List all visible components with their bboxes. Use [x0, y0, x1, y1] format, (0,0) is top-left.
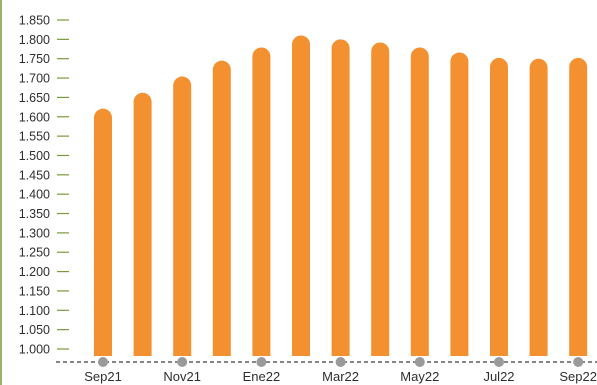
x-tick-label: Sep22 [559, 369, 597, 384]
x-tick-label: Jul22 [483, 369, 514, 384]
x-axis-marker [573, 357, 584, 367]
x-axis-marker [256, 357, 267, 367]
y-tick-label: 1.300 [19, 226, 50, 240]
x-axis-markers [98, 357, 584, 367]
x-tick-label: Sep21 [84, 369, 122, 384]
y-tick-label: 1.600 [19, 110, 50, 124]
y-tick-label: 1.550 [19, 130, 50, 144]
bar [450, 52, 469, 356]
y-tick-label: 1.650 [19, 91, 50, 105]
x-axis-marker [494, 357, 504, 367]
y-tick-label: 1.450 [19, 168, 50, 182]
bar [490, 57, 508, 356]
bar [410, 47, 429, 357]
bar [292, 35, 310, 356]
y-tick-label: 1.050 [19, 323, 50, 337]
y-tick-label: 1.500 [19, 149, 50, 163]
bar [94, 108, 112, 356]
bar [252, 47, 271, 357]
x-axis-marker [177, 357, 188, 367]
x-tick-label: Mar22 [322, 369, 359, 384]
x-tick-label: May22 [400, 369, 439, 384]
bar [529, 58, 548, 357]
x-tick-label: Nov21 [163, 369, 201, 384]
bar [212, 60, 231, 356]
y-tick-label: 1.100 [19, 304, 50, 318]
y-tick-label: 1.700 [19, 72, 50, 86]
y-tick-label: 1.150 [19, 284, 50, 298]
x-tick-label: Ene22 [243, 369, 281, 384]
x-axis-marker [335, 357, 346, 367]
y-tick-label: 1.800 [19, 33, 50, 47]
y-tick-label: 1.000 [19, 343, 50, 357]
y-tick-label: 1.350 [19, 207, 50, 221]
x-axis-marker [98, 357, 108, 367]
y-axis-ticks: 1.000 1.050 1.100 1.150 1.200 1.250 1.300 1.350… [19, 14, 69, 357]
bar [569, 57, 588, 356]
y-tick-label: 1.850 [19, 14, 50, 28]
bar [133, 92, 152, 356]
bar [331, 39, 350, 357]
y-tick-label: 1.250 [19, 246, 50, 260]
bars [94, 35, 588, 357]
x-axis-ticks: Sep21 Nov21 Ene22 Mar22 May22 Jul22 Sep22 [84, 369, 597, 384]
bar [371, 42, 390, 357]
y-tick-label: 1.400 [19, 188, 50, 202]
y-tick-label: 1.750 [19, 52, 50, 66]
bar [173, 76, 192, 356]
x-axis-marker [414, 357, 425, 367]
y-tick-label: 1.200 [19, 265, 50, 279]
